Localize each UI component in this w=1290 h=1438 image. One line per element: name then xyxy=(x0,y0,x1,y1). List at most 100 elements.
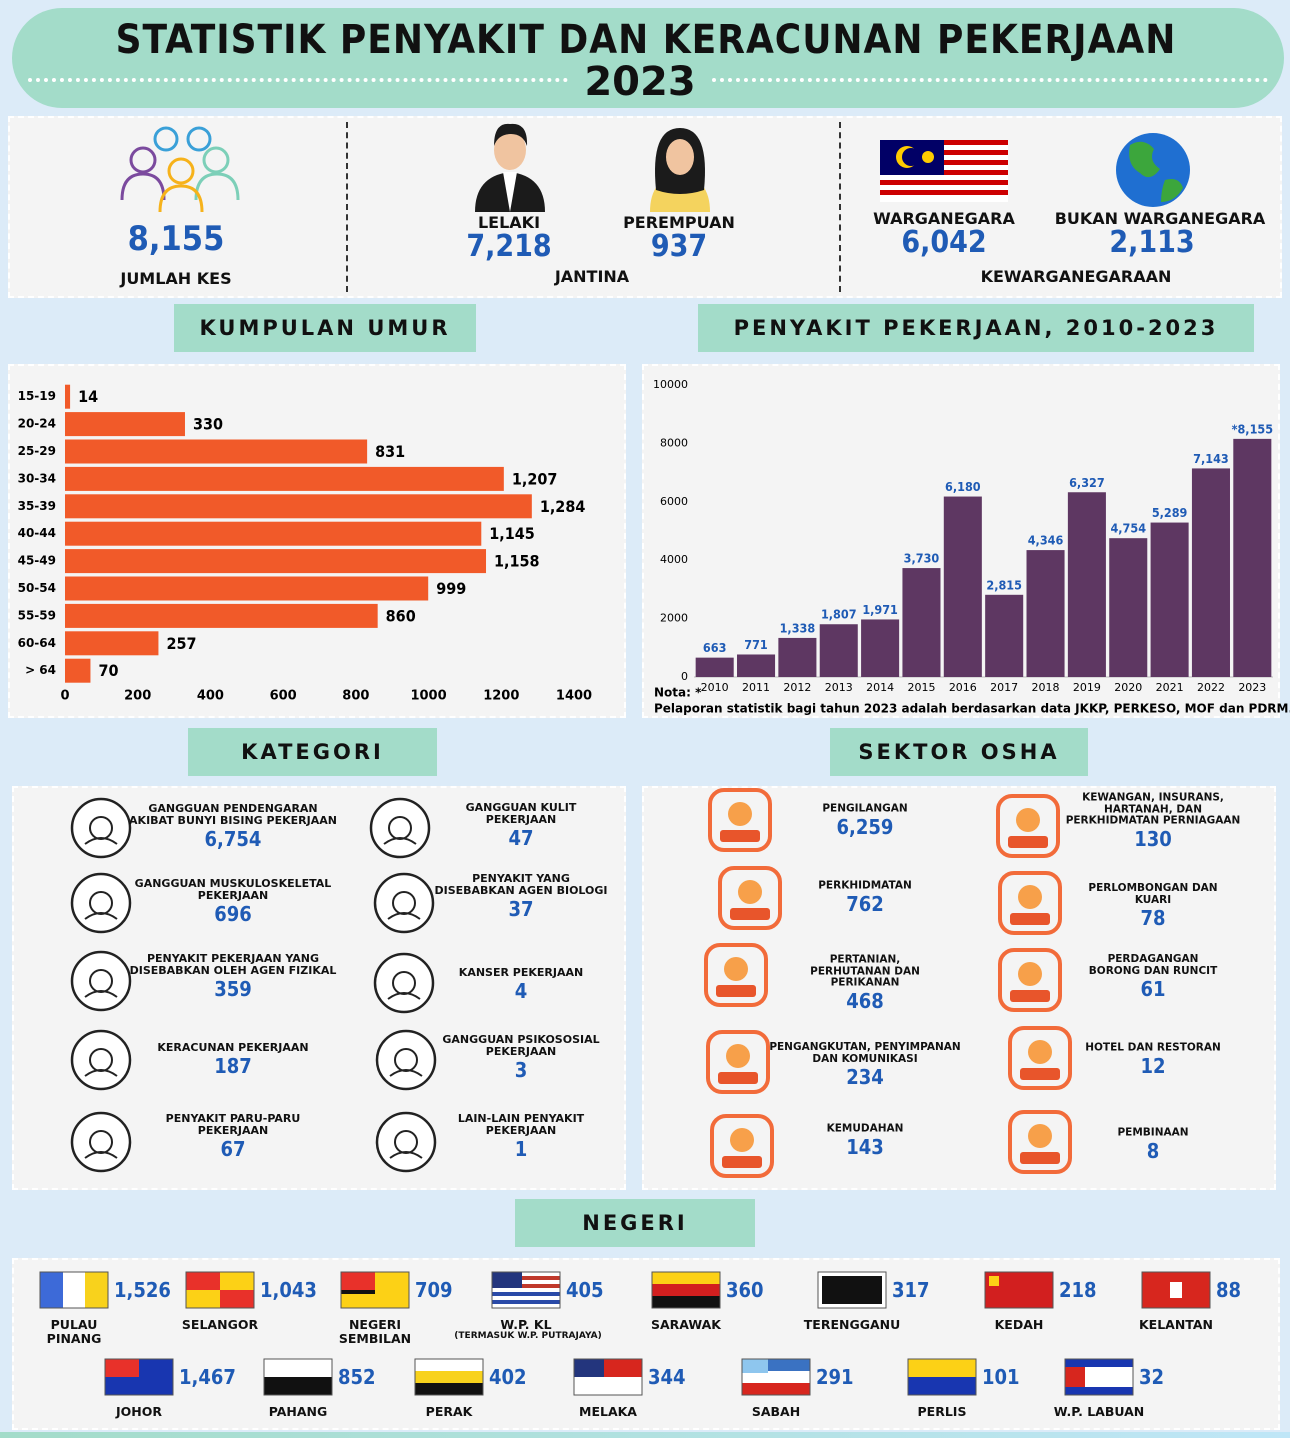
globe-icon xyxy=(1116,133,1190,207)
icon-shape xyxy=(730,908,770,920)
icon-shape xyxy=(1018,962,1042,986)
flag-part xyxy=(492,1272,522,1288)
icon-shape xyxy=(996,794,1060,858)
sector-value: 468 xyxy=(846,989,884,1013)
icon-shape xyxy=(710,1114,774,1178)
category-value: 187 xyxy=(214,1054,252,1078)
section-header: KUMPULAN UMUR xyxy=(174,304,476,352)
flag-part xyxy=(492,1300,560,1304)
bar xyxy=(778,637,817,677)
summary-label: PEREMPUAN xyxy=(623,213,735,232)
sector-icon xyxy=(708,788,772,852)
state-value: 1,526 xyxy=(114,1278,171,1302)
flag-part xyxy=(1065,1387,1133,1395)
summary-label: JANTINA xyxy=(554,267,630,286)
flag-part xyxy=(1170,1282,1182,1298)
sector-label: HOTEL DAN RESTORAN xyxy=(1085,1041,1221,1054)
icon-shape xyxy=(738,880,762,904)
icon-shape xyxy=(1020,1152,1060,1164)
category-icon xyxy=(373,952,435,1014)
state-name: PULAU PINANG xyxy=(46,1317,102,1346)
state-flag xyxy=(104,1358,174,1396)
category-label: 30-34 xyxy=(18,471,56,485)
flag-part xyxy=(908,1359,976,1377)
y-tick-label: 10000 xyxy=(653,378,688,391)
bar xyxy=(65,576,429,601)
icon-shape xyxy=(998,871,1062,935)
category-label: KERACUNAN PEKERJAAN xyxy=(157,1040,309,1054)
category-icon xyxy=(70,1111,132,1173)
state-value: 344 xyxy=(648,1365,686,1389)
category-label: LAIN-LAIN PENYAKIT PEKERJAAN xyxy=(457,1111,585,1137)
category-label: GANGGUAN PSIKOSOSIAL PEKERJAAN xyxy=(442,1032,600,1058)
icon-shape xyxy=(1018,885,1042,909)
summary-label: LELAKI xyxy=(477,213,541,232)
flag-part xyxy=(186,1272,220,1290)
bar xyxy=(695,657,734,677)
state-name: KELANTAN xyxy=(1138,1317,1214,1332)
icon-ring xyxy=(70,1029,132,1091)
bar xyxy=(65,521,482,546)
state-value: 88 xyxy=(1216,1278,1242,1302)
icon-shape xyxy=(722,1156,762,1168)
state-value: 218 xyxy=(1059,1278,1097,1302)
bar xyxy=(1067,492,1106,677)
flag-part xyxy=(652,1284,720,1296)
sector-value: 6,259 xyxy=(836,815,894,839)
flag-part xyxy=(415,1371,483,1383)
sector-label: PERKHIDMATAN xyxy=(818,879,912,892)
state-name: TERENGGANU xyxy=(803,1317,901,1332)
state-value: 405 xyxy=(566,1278,604,1302)
state-name: SABAH xyxy=(751,1404,801,1419)
y-tick-label: 0 xyxy=(681,670,688,683)
x-tick-label: 2019 xyxy=(1073,681,1101,694)
flag-part xyxy=(1065,1359,1133,1367)
header-banner xyxy=(12,8,1284,108)
sector-value: 8 xyxy=(1146,1139,1160,1163)
state-flag xyxy=(491,1271,561,1309)
sector-icon xyxy=(704,943,768,1007)
state-flag xyxy=(340,1271,410,1309)
bar xyxy=(65,549,487,574)
state-flag xyxy=(263,1358,333,1396)
flag-part xyxy=(63,1272,85,1308)
bar xyxy=(861,619,900,677)
state-name: MELAKA xyxy=(579,1404,637,1419)
state-value: 402 xyxy=(489,1365,527,1389)
category-value: 67 xyxy=(220,1137,246,1161)
value-label: 1,807 xyxy=(821,607,857,622)
sector-label: PENGILANGAN xyxy=(822,802,908,815)
icon-shape xyxy=(1010,913,1050,925)
state-flag xyxy=(984,1271,1054,1309)
x-tick-label: 2013 xyxy=(825,681,853,694)
state-flag xyxy=(741,1358,811,1396)
flag-part xyxy=(742,1371,810,1383)
summary-value: 8,155 xyxy=(127,219,225,259)
state-value: 709 xyxy=(415,1278,453,1302)
malaysia-flag xyxy=(880,140,1008,202)
category-value: 4 xyxy=(514,979,528,1003)
bar xyxy=(65,631,159,656)
state-name: PERLIS xyxy=(917,1404,967,1419)
category-value: 1 xyxy=(514,1137,528,1161)
flag-part xyxy=(492,1292,560,1296)
category-value: 47 xyxy=(508,826,534,850)
summary-label: KEWARGANEGARAAN xyxy=(980,267,1172,286)
section-header: NEGERI xyxy=(515,1199,755,1247)
value-label: 860 xyxy=(386,606,416,625)
icon-shape xyxy=(718,1072,758,1084)
category-label: 45-49 xyxy=(18,554,56,568)
category-label: 35-39 xyxy=(18,499,56,513)
icon-shape xyxy=(1008,1026,1072,1090)
category-label: PENYAKIT PARU-PARU PEKERJAAN xyxy=(165,1111,301,1137)
flag-border xyxy=(491,1271,561,1309)
icon-shape xyxy=(1008,836,1048,848)
flag-border xyxy=(1064,1358,1134,1396)
category-value: 6,754 xyxy=(204,827,262,851)
year: 2023 xyxy=(584,59,696,105)
summary-label: WARGANEGARA xyxy=(873,209,1015,228)
state-value: 1,043 xyxy=(260,1278,317,1302)
section-header: KATEGORI xyxy=(188,728,437,776)
